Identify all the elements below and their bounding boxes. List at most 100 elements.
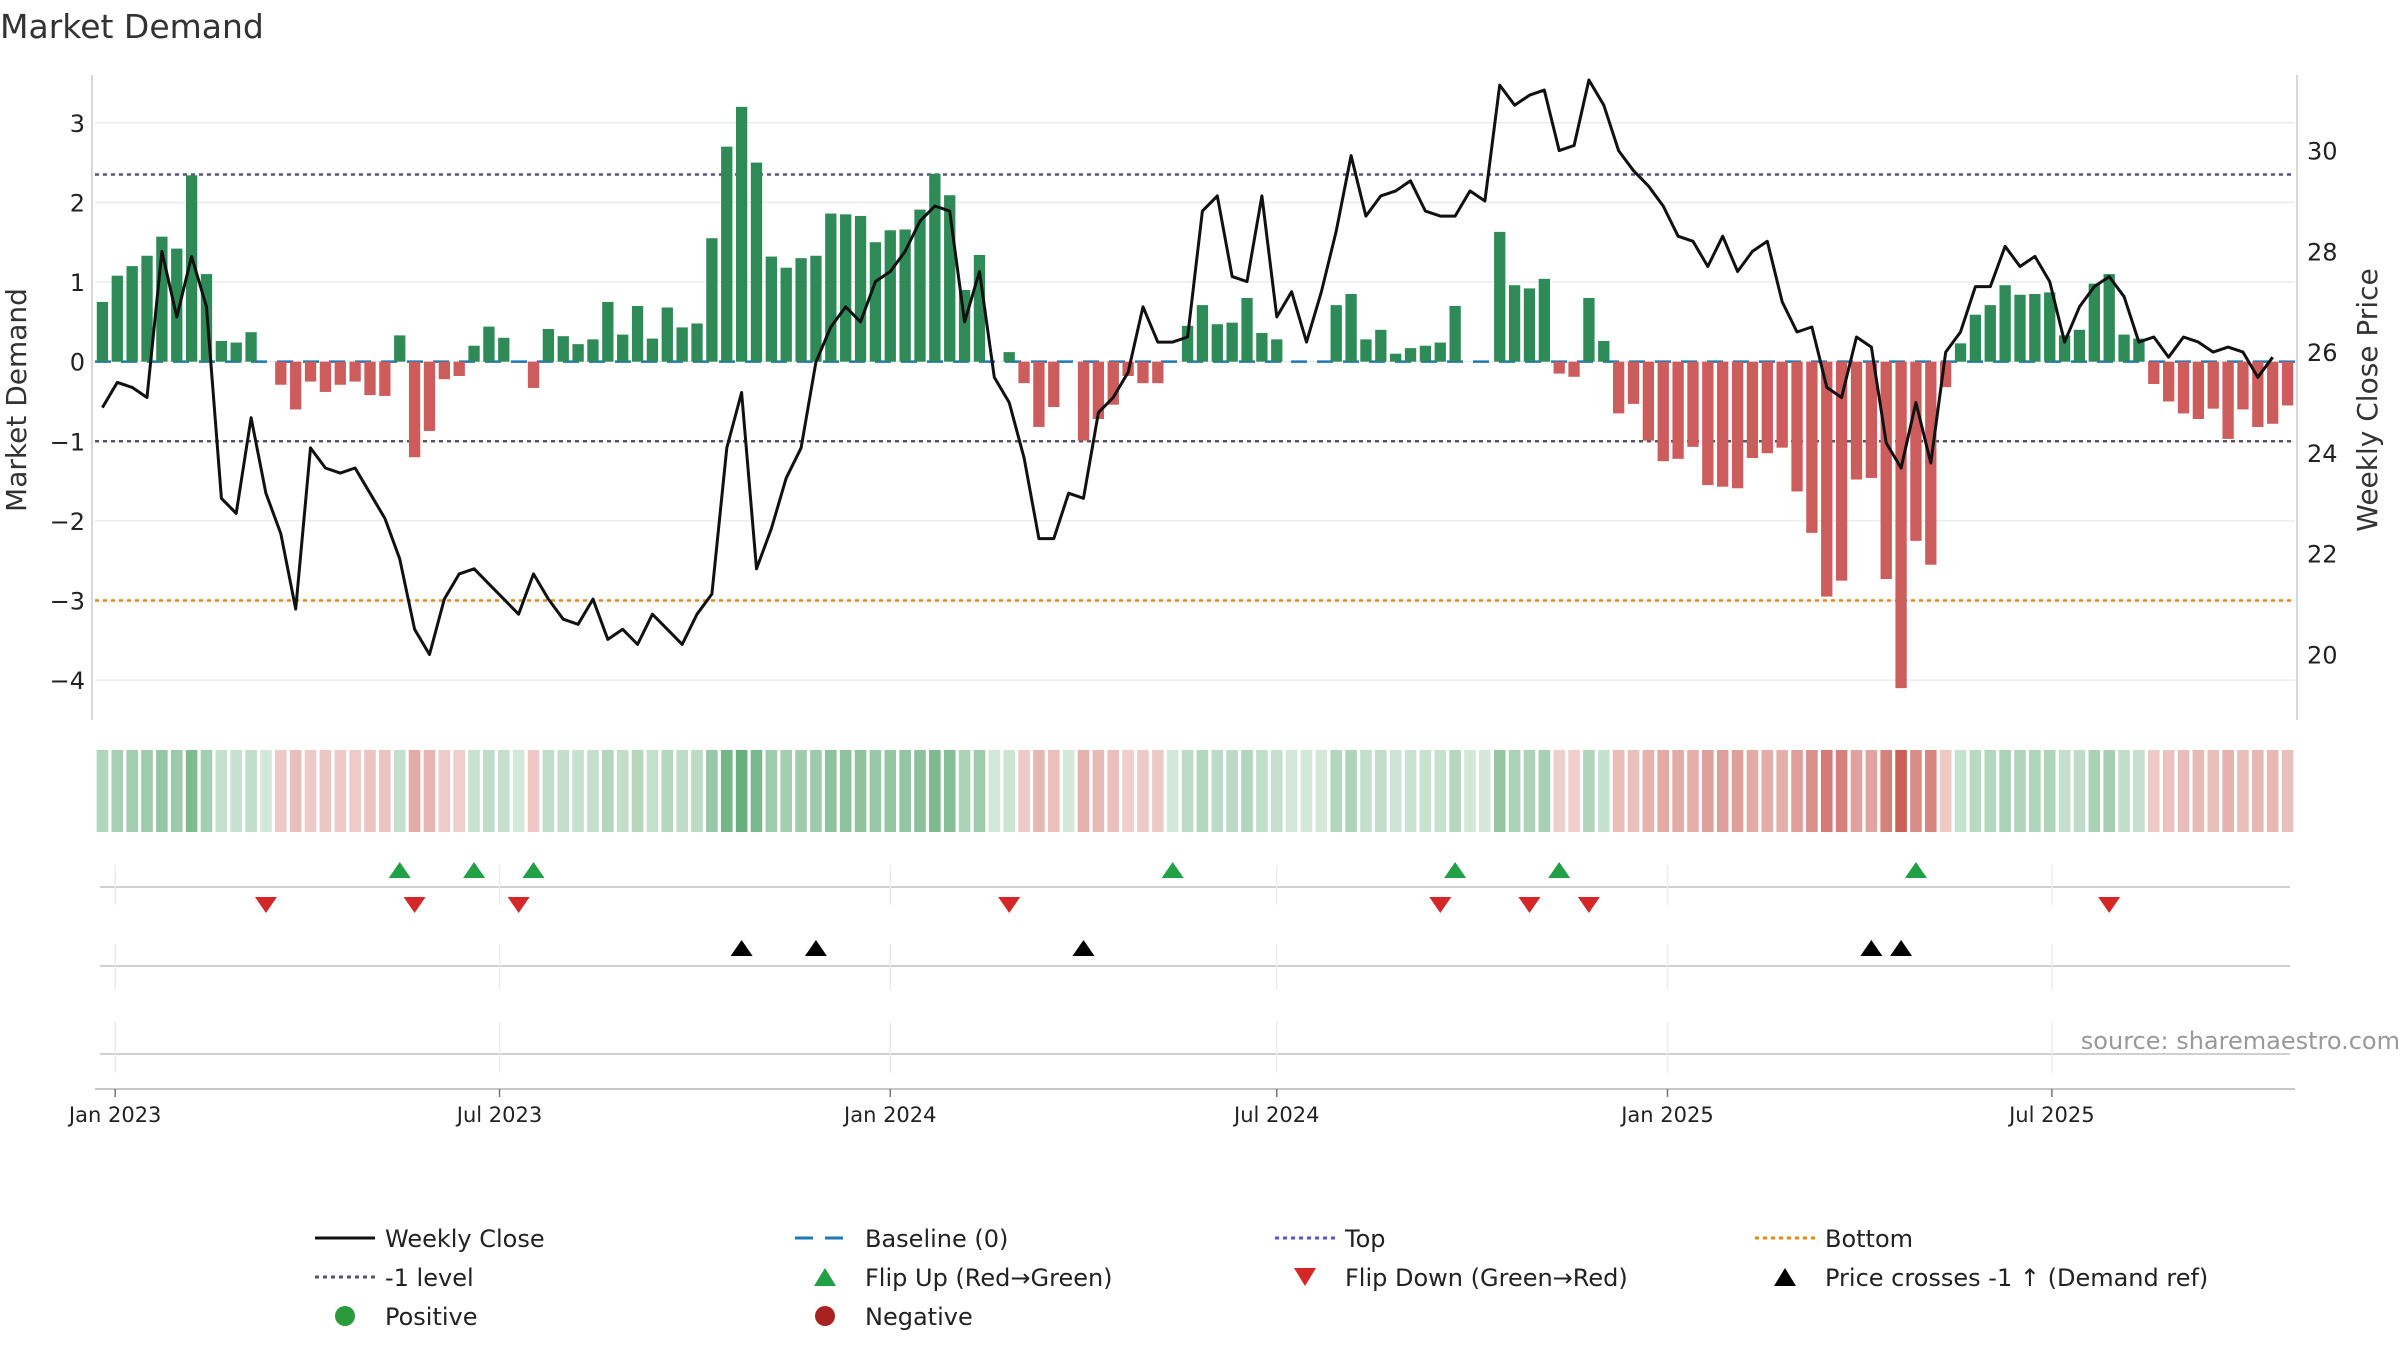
y-axis-ticks: 3 2 1 0 −1 −2 −3 −4 xyxy=(50,110,85,695)
legend-circle-icon xyxy=(815,1306,835,1326)
y-tick-label: 0 xyxy=(70,349,85,377)
legend-circle-icon xyxy=(335,1306,355,1326)
heat-cell xyxy=(468,750,480,832)
heat-cell xyxy=(1166,750,1179,832)
flip-down-marker xyxy=(403,897,426,913)
flip-up-marker xyxy=(1444,862,1467,878)
flip-up-marker xyxy=(1161,862,1184,878)
heat-cell xyxy=(1939,750,1952,832)
demand-bar xyxy=(1196,305,1209,362)
demand-bar xyxy=(2103,274,2115,362)
heat-cell xyxy=(1553,750,1565,832)
heat-cell xyxy=(973,750,986,832)
heat-cell xyxy=(1568,750,1580,832)
price-cross-marker xyxy=(730,940,753,956)
demand-bar xyxy=(1345,293,1357,362)
legend-label: Flip Up (Red→Green) xyxy=(865,1264,1113,1292)
y-tick-label: 3 xyxy=(70,110,85,138)
heat-cell xyxy=(720,750,733,832)
demand-bar xyxy=(602,301,614,362)
heat-cell xyxy=(1687,750,1699,832)
legend-item: Negative xyxy=(815,1303,973,1331)
y2-tick-label: 30 xyxy=(2307,138,2338,166)
heat-cell xyxy=(1731,750,1744,832)
heat-cell xyxy=(1791,750,1803,832)
legend-item: Flip Up (Red→Green) xyxy=(814,1264,1113,1292)
demand-bar xyxy=(483,326,495,362)
demand-bar xyxy=(542,329,555,362)
heat-cell xyxy=(2043,750,2056,832)
demand-bar xyxy=(1538,278,1550,362)
y2-axis-label: Weekly Close Price xyxy=(2351,268,2384,531)
heat-cell xyxy=(1122,750,1134,832)
demand-bar xyxy=(2073,329,2086,362)
legend-label: Bottom xyxy=(1825,1225,1913,1253)
demand-bar xyxy=(1865,361,1877,478)
heat-cell xyxy=(245,750,257,832)
demand-bar xyxy=(379,361,391,396)
x-axis-ticks: Jan 2023 Jul 2023 Jan 2024 Jul 2024 Jan 2025… xyxy=(67,865,2095,1127)
y-tick-label: −2 xyxy=(50,508,85,536)
demand-bar xyxy=(156,236,168,362)
flip-up-marker xyxy=(463,862,486,878)
flip-down-marker xyxy=(254,897,277,913)
demand-bar xyxy=(423,361,436,431)
heat-cell xyxy=(2222,750,2234,832)
legend-label: Price crosses -1 ↑ (Demand ref) xyxy=(1825,1264,2208,1292)
demand-bars xyxy=(96,106,2294,689)
heat-cell xyxy=(1746,750,1759,832)
demand-bar xyxy=(1806,361,1818,533)
demand-bar xyxy=(2207,361,2219,409)
heat-cell xyxy=(1716,750,1729,832)
heat-cell xyxy=(1597,750,1610,832)
heat-cell xyxy=(393,750,406,832)
heat-cell xyxy=(1285,750,1298,832)
heat-cell xyxy=(1479,750,1491,832)
heat-cell xyxy=(319,750,332,832)
demand-bar xyxy=(96,301,109,362)
demand-bar xyxy=(676,327,688,362)
heat-cell xyxy=(2073,750,2086,832)
heat-cell xyxy=(1969,750,1982,832)
x-tick-label: Jul 2025 xyxy=(2007,1103,2094,1127)
heat-cell xyxy=(1419,750,1432,832)
demand-bar xyxy=(825,213,837,362)
heat-cell xyxy=(1196,750,1209,832)
legend-item: Price crosses -1 ↑ (Demand ref) xyxy=(1774,1264,2208,1292)
demand-bar xyxy=(557,336,569,362)
heat-cell xyxy=(1360,750,1372,832)
flip-down-marker xyxy=(998,897,1021,913)
y-tick-label: −3 xyxy=(50,588,85,616)
heat-cell xyxy=(1776,750,1788,832)
flip-down-marker xyxy=(1429,897,1452,913)
heat-cell xyxy=(765,750,778,832)
demand-bar xyxy=(1627,361,1640,404)
demand-bar xyxy=(944,195,956,362)
demand-bar xyxy=(1523,288,1536,362)
x-tick-label: Jan 2024 xyxy=(842,1103,937,1127)
x-tick-label: Jul 2024 xyxy=(1232,1103,1319,1127)
demand-bar xyxy=(1375,329,1387,362)
demand-bar xyxy=(810,255,822,362)
price-cross-marker xyxy=(1860,940,1883,956)
heat-cell xyxy=(602,750,614,832)
demand-bar xyxy=(735,106,748,362)
heat-cell xyxy=(1241,750,1253,832)
heat-cell xyxy=(170,750,183,832)
legend-triangle-down-icon xyxy=(1294,1268,1316,1286)
demand-bar xyxy=(1360,339,1372,362)
heat-cell xyxy=(676,750,688,832)
heat-cell xyxy=(988,750,1001,832)
y-tick-label: 2 xyxy=(70,189,85,217)
demand-bar xyxy=(854,215,867,362)
demand-bar xyxy=(2118,334,2130,362)
demand-bar xyxy=(171,248,183,362)
demand-bar xyxy=(2163,361,2175,402)
y-tick-label: 1 xyxy=(70,269,85,297)
heat-cell xyxy=(1375,750,1387,832)
heat-cell xyxy=(2281,750,2294,832)
demand-bar xyxy=(1687,361,1699,447)
heat-cell xyxy=(1508,750,1521,832)
heat-cell xyxy=(825,750,837,832)
demand-bar xyxy=(1033,361,1045,427)
